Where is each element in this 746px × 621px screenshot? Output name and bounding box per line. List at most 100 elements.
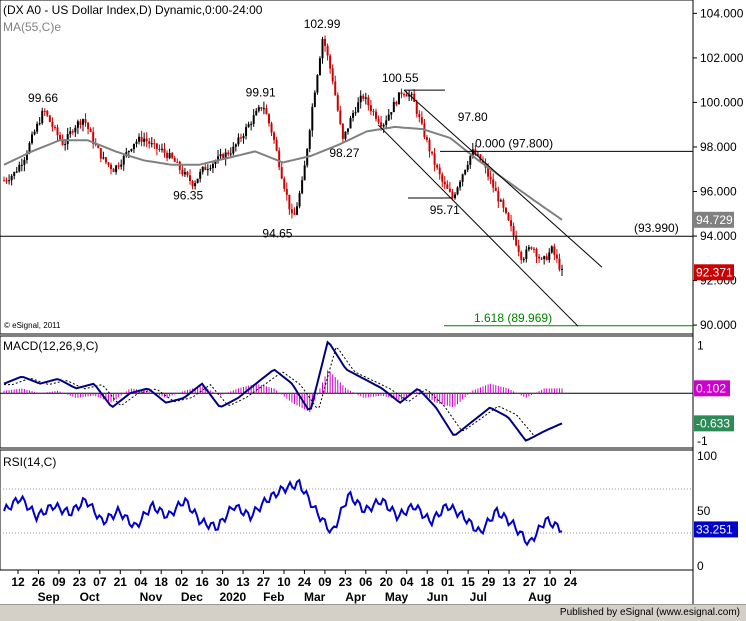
x-month-label: 2020 [219, 590, 246, 604]
candle-body [390, 112, 393, 115]
candle-body [403, 94, 406, 96]
price-annotation: 98.27 [329, 146, 359, 160]
candle-body [400, 92, 403, 95]
candle-body [41, 110, 44, 124]
signal-value-flag: -0.633 [696, 416, 730, 430]
candle-body [260, 107, 263, 109]
x-month-label: Nov [140, 590, 163, 604]
candle-body [201, 166, 204, 172]
candle-body [255, 110, 258, 116]
x-month-label: Feb [263, 590, 284, 604]
candle-body [538, 256, 541, 259]
x-day-label: 30 [216, 575, 230, 589]
candle-body [359, 95, 362, 103]
candle-body [97, 144, 100, 149]
price-annotation: 99.66 [28, 91, 58, 105]
candle-body [232, 146, 235, 154]
x-day-label: 12 [11, 575, 25, 589]
x-month-label: Apr [345, 590, 366, 604]
candle-body [127, 150, 130, 153]
candle-body [239, 137, 242, 139]
channel-upper-line [403, 89, 603, 268]
candle-body [209, 168, 212, 170]
price-y-tick-label: 102.000 [700, 51, 744, 65]
price-annotation: 100.55 [382, 71, 419, 85]
candle-body [507, 212, 510, 221]
candle-body [329, 55, 332, 69]
price-y-tick-label: 100.000 [700, 95, 744, 109]
x-day-label: 15 [461, 575, 475, 589]
candle-body [28, 143, 31, 154]
candle-body [181, 169, 184, 175]
candle-body [176, 161, 179, 163]
candle-body [112, 169, 115, 173]
candle-body [166, 152, 169, 159]
macd-line [3, 340, 563, 442]
rsi-layer: 100 50 0 33.251 [0, 449, 738, 573]
candle-body [273, 132, 276, 140]
rsi-value-bg [694, 521, 738, 538]
level-label: 1.618 (89.969) [474, 311, 552, 325]
candle-body [443, 181, 446, 185]
x-day-label: 18 [421, 575, 435, 589]
candle-body [74, 127, 77, 133]
candle-body [431, 151, 434, 154]
candle-body [487, 167, 490, 177]
candle-body [59, 134, 62, 140]
candle-body [25, 153, 28, 160]
candle-body [224, 152, 227, 160]
candle-body [130, 149, 133, 151]
ma-line [3, 125, 563, 221]
x-day-label: 29 [482, 575, 496, 589]
candle-body [290, 209, 293, 214]
candle-body [425, 137, 428, 140]
candle-body [143, 138, 146, 142]
x-day-label: 23 [73, 575, 87, 589]
candle-body [219, 154, 222, 157]
x-day-label: 09 [318, 575, 332, 589]
price-annotation: 97.80 [458, 110, 488, 124]
x-axis: 12 26 09 23 07 21 04 18 02 16 30 13 27 10 24 09 23 06 20 04… [11, 570, 577, 604]
candle-body [283, 178, 286, 189]
candle-body [288, 194, 291, 210]
macd-value-flag: 0.102 [696, 381, 726, 395]
candle-body [69, 131, 72, 135]
candle-body [512, 226, 515, 236]
ma-label: MA(55,C)e [3, 20, 61, 34]
price-y-tick-label: 104.000 [700, 6, 744, 20]
candle-body [206, 169, 209, 171]
candle-body [369, 105, 372, 112]
level-label: 0.000 (97.800) [475, 136, 553, 150]
candle-body [160, 148, 163, 150]
candle-body [76, 121, 79, 128]
candle-body [104, 157, 107, 163]
ma-value-flag: 94.729 [696, 213, 733, 227]
candle-body [331, 68, 334, 82]
candle-body [543, 256, 546, 260]
candle-body [275, 139, 278, 151]
candle-body [79, 121, 82, 125]
candle-body [471, 149, 474, 156]
candle-body [155, 143, 158, 149]
candle-body [186, 172, 189, 176]
candle-body [395, 101, 398, 105]
candle-body [499, 200, 502, 202]
candle-body [313, 92, 316, 107]
candle-body [303, 165, 306, 181]
ma-value-flag-bg [694, 211, 734, 228]
candle-body [132, 143, 135, 150]
candle-body [120, 164, 123, 167]
candle-body [375, 111, 377, 119]
candle-body [308, 130, 311, 149]
candle-body [211, 163, 214, 169]
macd-title: MACD(12,26,9,C) [3, 339, 98, 353]
x-day-label: 20 [380, 575, 394, 589]
x-day-label: 10 [543, 575, 557, 589]
rsi-y-tick-label: 100 [697, 449, 717, 463]
candle-body [453, 194, 456, 199]
x-month-label: Mar [304, 590, 326, 604]
candle-body [183, 172, 186, 175]
candle-body [502, 200, 505, 208]
candle-body [522, 259, 525, 261]
candle-body [66, 134, 69, 145]
